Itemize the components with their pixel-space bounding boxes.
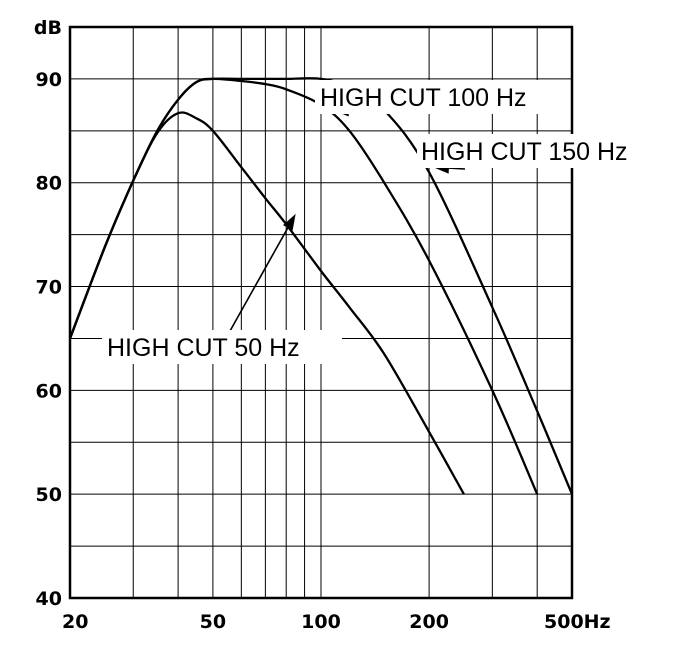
plot-frame [68,25,574,600]
x-tick-label: 20 [62,611,88,633]
y-tick-label: dB [34,17,62,39]
annotation-high-cut-100: HIGH CUT 100 Hz [320,84,527,112]
annotation-high-cut-150: HIGH CUT 150 Hz [421,138,628,166]
x-tick-label: 50 [200,611,226,633]
annotation-bg-50 [102,330,342,364]
y-tick-label: 40 [36,588,62,610]
x-tick-label: 100 [301,611,341,633]
tick-labels: 20 50 100 200 500Hz 40 50 60 70 80 90 dB [34,17,611,633]
x-tick-label: 500Hz [544,611,611,633]
x-tick-label: 200 [409,611,449,633]
y-tick-label: 70 [36,277,62,299]
y-tick-label: 80 [36,173,62,195]
y-tick-label: 50 [36,484,62,506]
curves [68,77,574,495]
annotation-arrow [229,227,289,332]
y-tick-label: 60 [36,380,62,402]
annotation-high-cut-50: HIGH CUT 50 Hz [107,334,300,362]
series-line [68,77,574,495]
annotation-bg-100 [315,80,569,114]
annotation-bg-150 [417,134,672,168]
arrowhead [283,213,296,231]
y-tick-label: 90 [36,69,62,91]
annotation-arrow [448,167,466,170]
grid [70,27,572,598]
series-line [68,111,465,495]
